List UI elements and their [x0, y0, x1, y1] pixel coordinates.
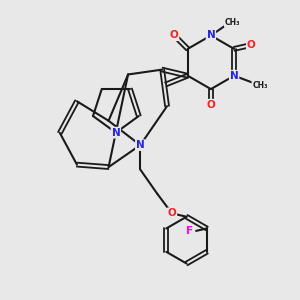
Text: CH₃: CH₃	[225, 18, 240, 27]
Text: O: O	[168, 208, 176, 218]
Text: N: N	[112, 128, 120, 138]
Text: O: O	[206, 100, 215, 110]
Text: N: N	[230, 71, 239, 81]
Text: CH₃: CH₃	[252, 81, 268, 90]
Text: O: O	[247, 40, 256, 50]
Text: F: F	[186, 226, 193, 236]
Text: N: N	[206, 31, 215, 40]
Text: O: O	[170, 30, 178, 40]
Text: N: N	[136, 140, 145, 150]
